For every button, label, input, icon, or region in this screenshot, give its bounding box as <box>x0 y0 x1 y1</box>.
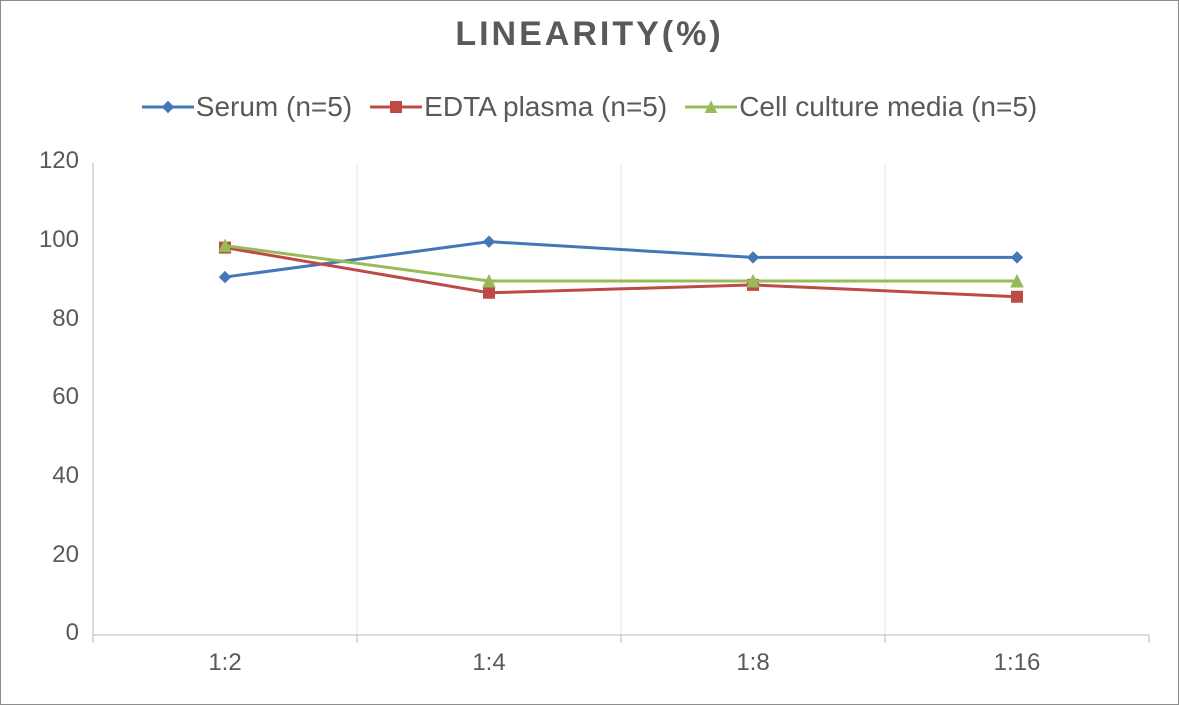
legend-item: Cell culture media (n=5) <box>685 91 1037 123</box>
x-tick-label: 1:2 <box>93 649 357 677</box>
x-tick-label: 1:16 <box>885 649 1149 677</box>
plot-svg <box>93 163 1149 635</box>
legend-swatch <box>370 98 422 116</box>
x-tick-label: 1:8 <box>621 649 885 677</box>
y-tick-label: 80 <box>1 305 79 333</box>
legend-swatch <box>142 98 194 116</box>
y-tick-label: 60 <box>1 383 79 411</box>
y-tick-label: 40 <box>1 462 79 490</box>
chart-title: LINEARITY(%) <box>1 15 1178 54</box>
legend-item-label: Cell culture media (n=5) <box>739 91 1037 123</box>
series-marker <box>1012 291 1023 302</box>
legend: Serum (n=5) EDTA plasma (n=5) Cell culture… <box>1 91 1178 123</box>
y-tick-label: 0 <box>1 619 79 647</box>
legend-swatch <box>685 98 737 116</box>
legend-item: EDTA plasma (n=5) <box>370 91 667 123</box>
plot-area <box>93 163 1149 635</box>
series-marker <box>484 287 495 298</box>
y-tick-label: 20 <box>1 541 79 569</box>
y-tick-label: 100 <box>1 226 79 254</box>
chart-frame: LINEARITY(%) Serum (n=5) EDTA plasma (n=5… <box>0 0 1179 705</box>
y-tick-label: 120 <box>1 147 79 175</box>
x-tick-label: 1:4 <box>357 649 621 677</box>
legend-item: Serum (n=5) <box>142 91 352 123</box>
legend-item-label: Serum (n=5) <box>196 91 352 123</box>
series-marker <box>484 236 495 247</box>
legend-item-label: EDTA plasma (n=5) <box>424 91 667 123</box>
series-marker <box>220 272 231 283</box>
series-marker <box>748 252 759 263</box>
series-marker <box>1012 252 1023 263</box>
